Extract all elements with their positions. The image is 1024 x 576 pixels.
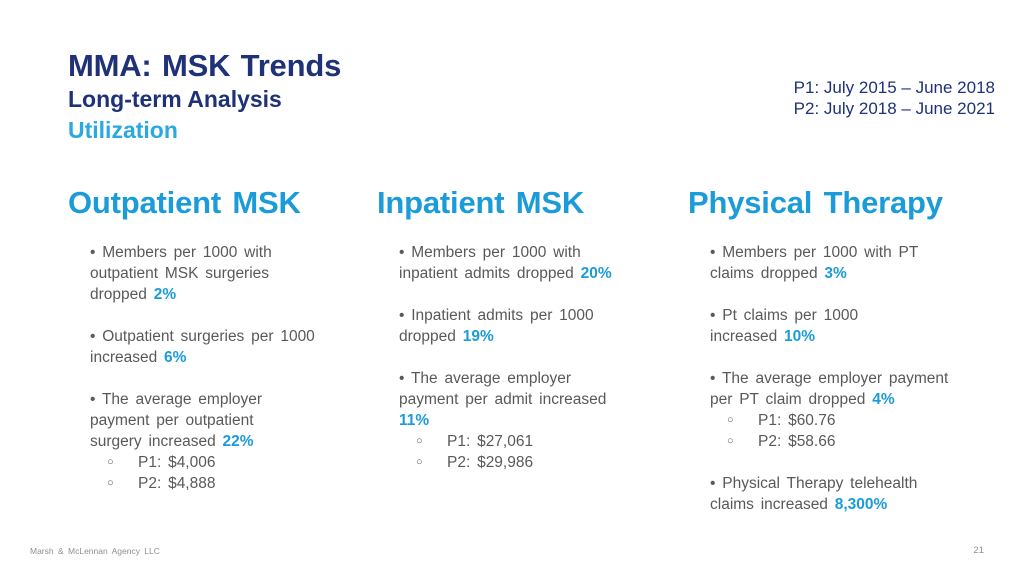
bullet-text: Pt claims per 1000 increased [710,307,859,345]
bullet-text: Members per 1000 with PT claims dropped [710,244,919,282]
circle-bullet-icon: ○ [727,414,734,426]
highlight-value: 2% [153,286,177,303]
circle-bullet-icon: ○ [416,456,423,468]
bullet-icon: • [710,475,723,492]
circle-bullet-icon: ○ [107,456,114,468]
sub-bullet-item: ○ P1: $27,061 [399,431,688,452]
bullet-text: The average employer payment per PT clai… [710,370,949,408]
sub-bullet-item: ○ P2: $29,986 [399,452,688,473]
bullet-icon: • [710,307,723,324]
bullet-icon: • [399,307,412,324]
bullet-item: • Members per 1000 with PT claims droppe… [710,242,995,284]
highlight-value: 10% [784,328,816,345]
sub-bullet-text: P1: $4,006 [138,454,216,471]
bullet-text: The average employer payment per admit i… [399,370,607,408]
footer-company: Marsh & McLennan Agency LLC [30,546,160,556]
page-number: 21 [973,545,984,556]
highlight-value: 22% [222,433,254,450]
column-header: Physical Therapy [688,185,943,220]
sub-bullet-item: ○ P2: $58.66 [710,431,995,452]
sub-bullet-item: ○ P1: $4,006 [90,452,377,473]
sub-bullet-item: ○ P2: $4,888 [90,473,377,494]
bullet-icon: • [90,328,103,345]
bullet-text: Outpatient surgeries per 1000 increased [90,328,315,366]
circle-bullet-icon: ○ [107,477,114,489]
title-block: MMA: MSK Trends Long-term Analysis Utili… [68,47,341,146]
period-line-1: P1: July 2015 – June 2018 [793,78,995,97]
bullet-item: • Members per 1000 with outpatient MSK s… [90,242,377,305]
bullet-item: • Pt claims per 1000 increased 10% [710,305,995,347]
highlight-value: 3% [824,265,847,282]
period-line-2: P2: July 2018 – June 2021 [793,99,995,118]
column-1: Outpatient MSK • Members per 1000 with ou… [68,186,377,536]
highlight-value: 11% [399,412,430,429]
period-legend: P1: July 2015 – June 2018 P2: July 2018 … [794,77,995,119]
highlight-value: 4% [872,391,895,408]
sub-bullet-text: P1: $60.76 [758,412,836,429]
bullet-text: The average employer payment per outpati… [90,391,263,450]
column-body: • Members per 1000 with PT claims droppe… [688,242,995,515]
sub-bullet-list: ○ P1: $4,006 ○ P2: $4,888 [90,452,377,494]
bullet-icon: • [399,370,411,387]
bullet-item: • Inpatient admits per 1000 dropped 19% [399,305,688,347]
column-3: Physical Therapy • Members per 1000 with … [688,186,995,536]
slide-title: MMA: MSK Trends [68,48,342,83]
bullet-icon: • [399,244,412,261]
bullet-item: • Physical Therapy telehealth claims inc… [710,473,995,515]
bullet-icon: • [90,244,103,261]
circle-bullet-icon: ○ [727,435,734,447]
bullet-item: • Outpatient surgeries per 1000 increase… [90,326,377,368]
bullet-icon: • [710,244,723,261]
sub-bullet-text: P2: $58.66 [758,433,836,450]
bullet-text: Members per 1000 with outpatient MSK sur… [90,244,272,303]
column-body: • Members per 1000 with inpatient admits… [377,242,688,473]
column-2: Inpatient MSK • Members per 1000 with inp… [377,186,688,536]
sub-bullet-item: ○ P1: $60.76 [710,410,995,431]
sub-bullet-text: P1: $27,061 [447,433,534,450]
bullet-text: Inpatient admits per 1000 dropped [399,307,594,345]
column-body: • Members per 1000 with outpatient MSK s… [68,242,377,494]
highlight-value: 6% [164,349,187,366]
columns: Outpatient MSK • Members per 1000 with ou… [68,186,995,536]
bullet-item: • The average employer payment per admit… [399,368,688,473]
column-header: Outpatient MSK [68,185,301,220]
slide-subtitle: Long-term Analysis [68,86,282,112]
bullet-item: • The average employer payment per PT cl… [710,368,995,452]
sub-bullet-text: P2: $29,986 [447,454,534,471]
sub-bullet-list: ○ P1: $60.76 ○ P2: $58.66 [710,410,995,452]
highlight-value: 19% [462,328,494,345]
bullet-item: • Members per 1000 with inpatient admits… [399,242,688,284]
sub-bullet-list: ○ P1: $27,061 ○ P2: $29,986 [399,431,688,473]
highlight-value: 8,300% [834,496,888,513]
circle-bullet-icon: ○ [416,435,423,447]
bullet-text: Members per 1000 with inpatient admits d… [399,244,581,282]
bullet-item: • The average employer payment per outpa… [90,389,377,494]
column-header: Inpatient MSK [377,185,585,220]
bullet-icon: • [90,391,102,408]
bullet-text: Physical Therapy telehealth claims incre… [710,475,918,513]
sub-bullet-text: P2: $4,888 [138,475,216,492]
slide-section-label: Utilization [68,117,178,143]
highlight-value: 20% [580,265,612,282]
bullet-icon: • [710,370,722,387]
